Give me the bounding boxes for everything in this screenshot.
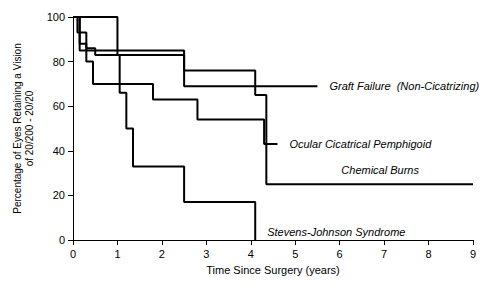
svg-text:7: 7 (381, 248, 387, 260)
svg-text:8: 8 (425, 248, 431, 260)
svg-text:0: 0 (70, 248, 76, 260)
svg-text:9: 9 (470, 248, 476, 260)
svg-text:of 20/200 - 20/20: of 20/200 - 20/20 (24, 90, 35, 166)
svg-text:20: 20 (53, 189, 65, 201)
svg-text:1: 1 (114, 248, 120, 260)
svg-text:60: 60 (53, 100, 65, 112)
svg-text:40: 40 (53, 145, 65, 157)
svg-text:Chemical Burns: Chemical Burns (341, 164, 419, 176)
svg-text:4: 4 (248, 248, 254, 260)
svg-text:Graft Failure (Non-Cicatrizin: Graft Failure (Non-Cicatrizing) (329, 80, 479, 92)
svg-text:0: 0 (59, 234, 65, 246)
svg-text:Percentage of Eyes Retaining a: Percentage of Eyes Retaining a Vision (12, 43, 23, 213)
svg-text:6: 6 (337, 248, 343, 260)
svg-text:80: 80 (53, 56, 65, 68)
svg-text:100: 100 (47, 11, 65, 23)
svg-text:Time Since Surgery (years): Time Since Surgery (years) (206, 264, 339, 276)
svg-text:2: 2 (159, 248, 165, 260)
svg-text:3: 3 (203, 248, 209, 260)
svg-text:5: 5 (292, 248, 298, 260)
svg-text:Stevens-Johnson Syndrome: Stevens-Johnson Syndrome (267, 226, 405, 238)
svg-text:Ocular Cicatrical Pemphigoid: Ocular Cicatrical Pemphigoid (289, 138, 432, 150)
